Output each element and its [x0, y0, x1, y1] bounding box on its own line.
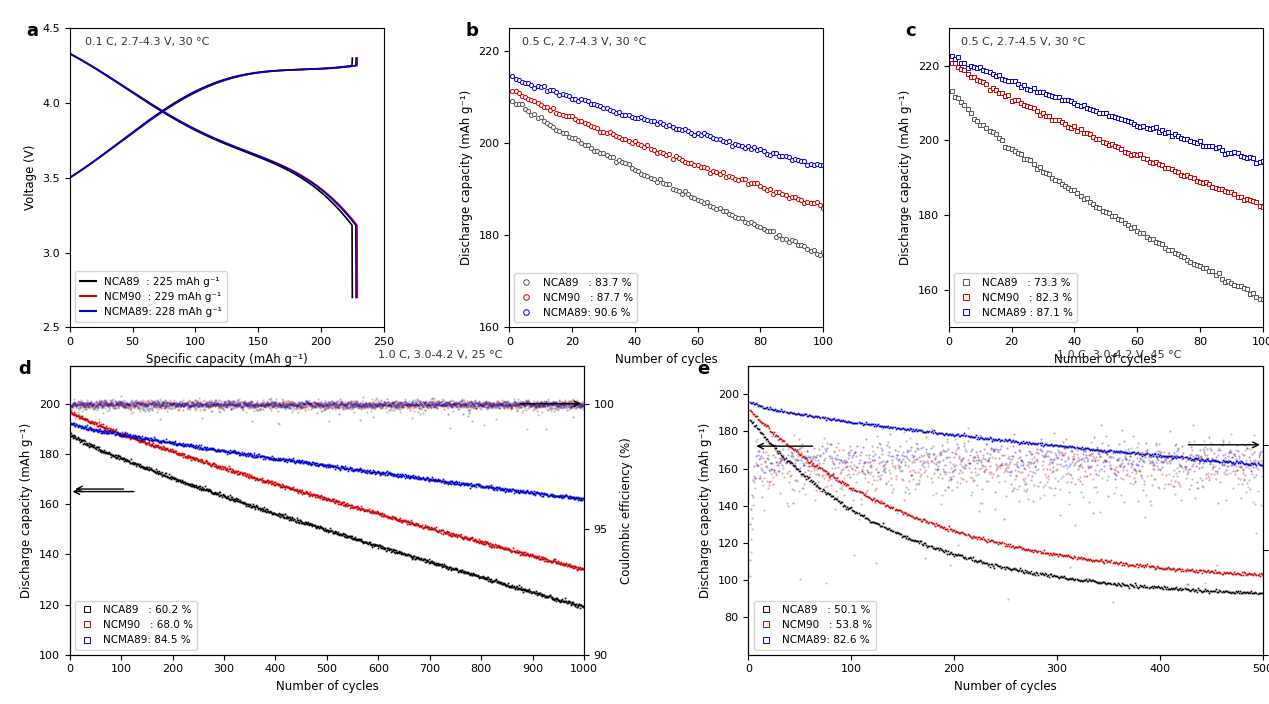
- Text: c: c: [905, 23, 915, 40]
- Legend: NCA89   : 83.7 %, NCM90   : 87.7 %, NCMA89: 90.6 %: NCA89 : 83.7 %, NCM90 : 87.7 %, NCMA89: …: [514, 273, 637, 322]
- Y-axis label: Discharge capacity (mAh g⁻¹): Discharge capacity (mAh g⁻¹): [20, 423, 33, 598]
- Y-axis label: Discharge capacity (mAh g⁻¹): Discharge capacity (mAh g⁻¹): [459, 90, 473, 265]
- Text: 0.1 C, 2.7-4.3 V, 30 °C: 0.1 C, 2.7-4.3 V, 30 °C: [85, 37, 209, 47]
- Legend: NCA89  : 225 mAh g⁻¹, NCM90  : 229 mAh g⁻¹, NCMA89: 228 mAh g⁻¹: NCA89 : 225 mAh g⁻¹, NCM90 : 229 mAh g⁻¹…: [75, 271, 227, 322]
- Legend: NCA89   : 50.1 %, NCM90   : 53.8 %, NCMA89: 82.6 %: NCA89 : 50.1 %, NCM90 : 53.8 %, NCMA89: …: [754, 601, 876, 650]
- Text: 0.5 C, 2.7-4.3 V, 30 °C: 0.5 C, 2.7-4.3 V, 30 °C: [522, 37, 646, 47]
- X-axis label: Number of cycles: Number of cycles: [1055, 353, 1157, 365]
- Text: b: b: [466, 23, 478, 40]
- Text: a: a: [25, 23, 38, 40]
- Y-axis label: Coulombic efficiency (%): Coulombic efficiency (%): [621, 437, 633, 584]
- Text: 1.0 C, 3.0-4.2 V, 25 °C: 1.0 C, 3.0-4.2 V, 25 °C: [378, 351, 503, 360]
- Legend: NCA89   : 73.3 %, NCM90   : 82.3 %, NCMA89 : 87.1 %: NCA89 : 73.3 %, NCM90 : 82.3 %, NCMA89 :…: [954, 273, 1077, 322]
- X-axis label: Specific capacity (mAh g⁻¹): Specific capacity (mAh g⁻¹): [146, 353, 307, 365]
- X-axis label: Number of cycles: Number of cycles: [954, 680, 1057, 693]
- Y-axis label: Voltage (V): Voltage (V): [24, 145, 37, 210]
- Y-axis label: Discharge capacity (mAh g⁻¹): Discharge capacity (mAh g⁻¹): [900, 90, 912, 265]
- Text: 0.5 C, 2.7-4.5 V, 30 °C: 0.5 C, 2.7-4.5 V, 30 °C: [962, 37, 1086, 47]
- Legend: NCA89   : 60.2 %, NCM90   : 68.0 %, NCMA89: 84.5 %: NCA89 : 60.2 %, NCM90 : 68.0 %, NCMA89: …: [75, 601, 197, 650]
- Text: d: d: [18, 360, 32, 378]
- Text: e: e: [697, 360, 709, 378]
- Y-axis label: Discharge capacity (mAh g⁻¹): Discharge capacity (mAh g⁻¹): [699, 423, 712, 598]
- Text: 1.0 C, 3.0-4.2 V, 45 °C: 1.0 C, 3.0-4.2 V, 45 °C: [1057, 351, 1181, 360]
- X-axis label: Number of cycles: Number of cycles: [275, 680, 378, 693]
- X-axis label: Number of cycles: Number of cycles: [615, 353, 717, 365]
